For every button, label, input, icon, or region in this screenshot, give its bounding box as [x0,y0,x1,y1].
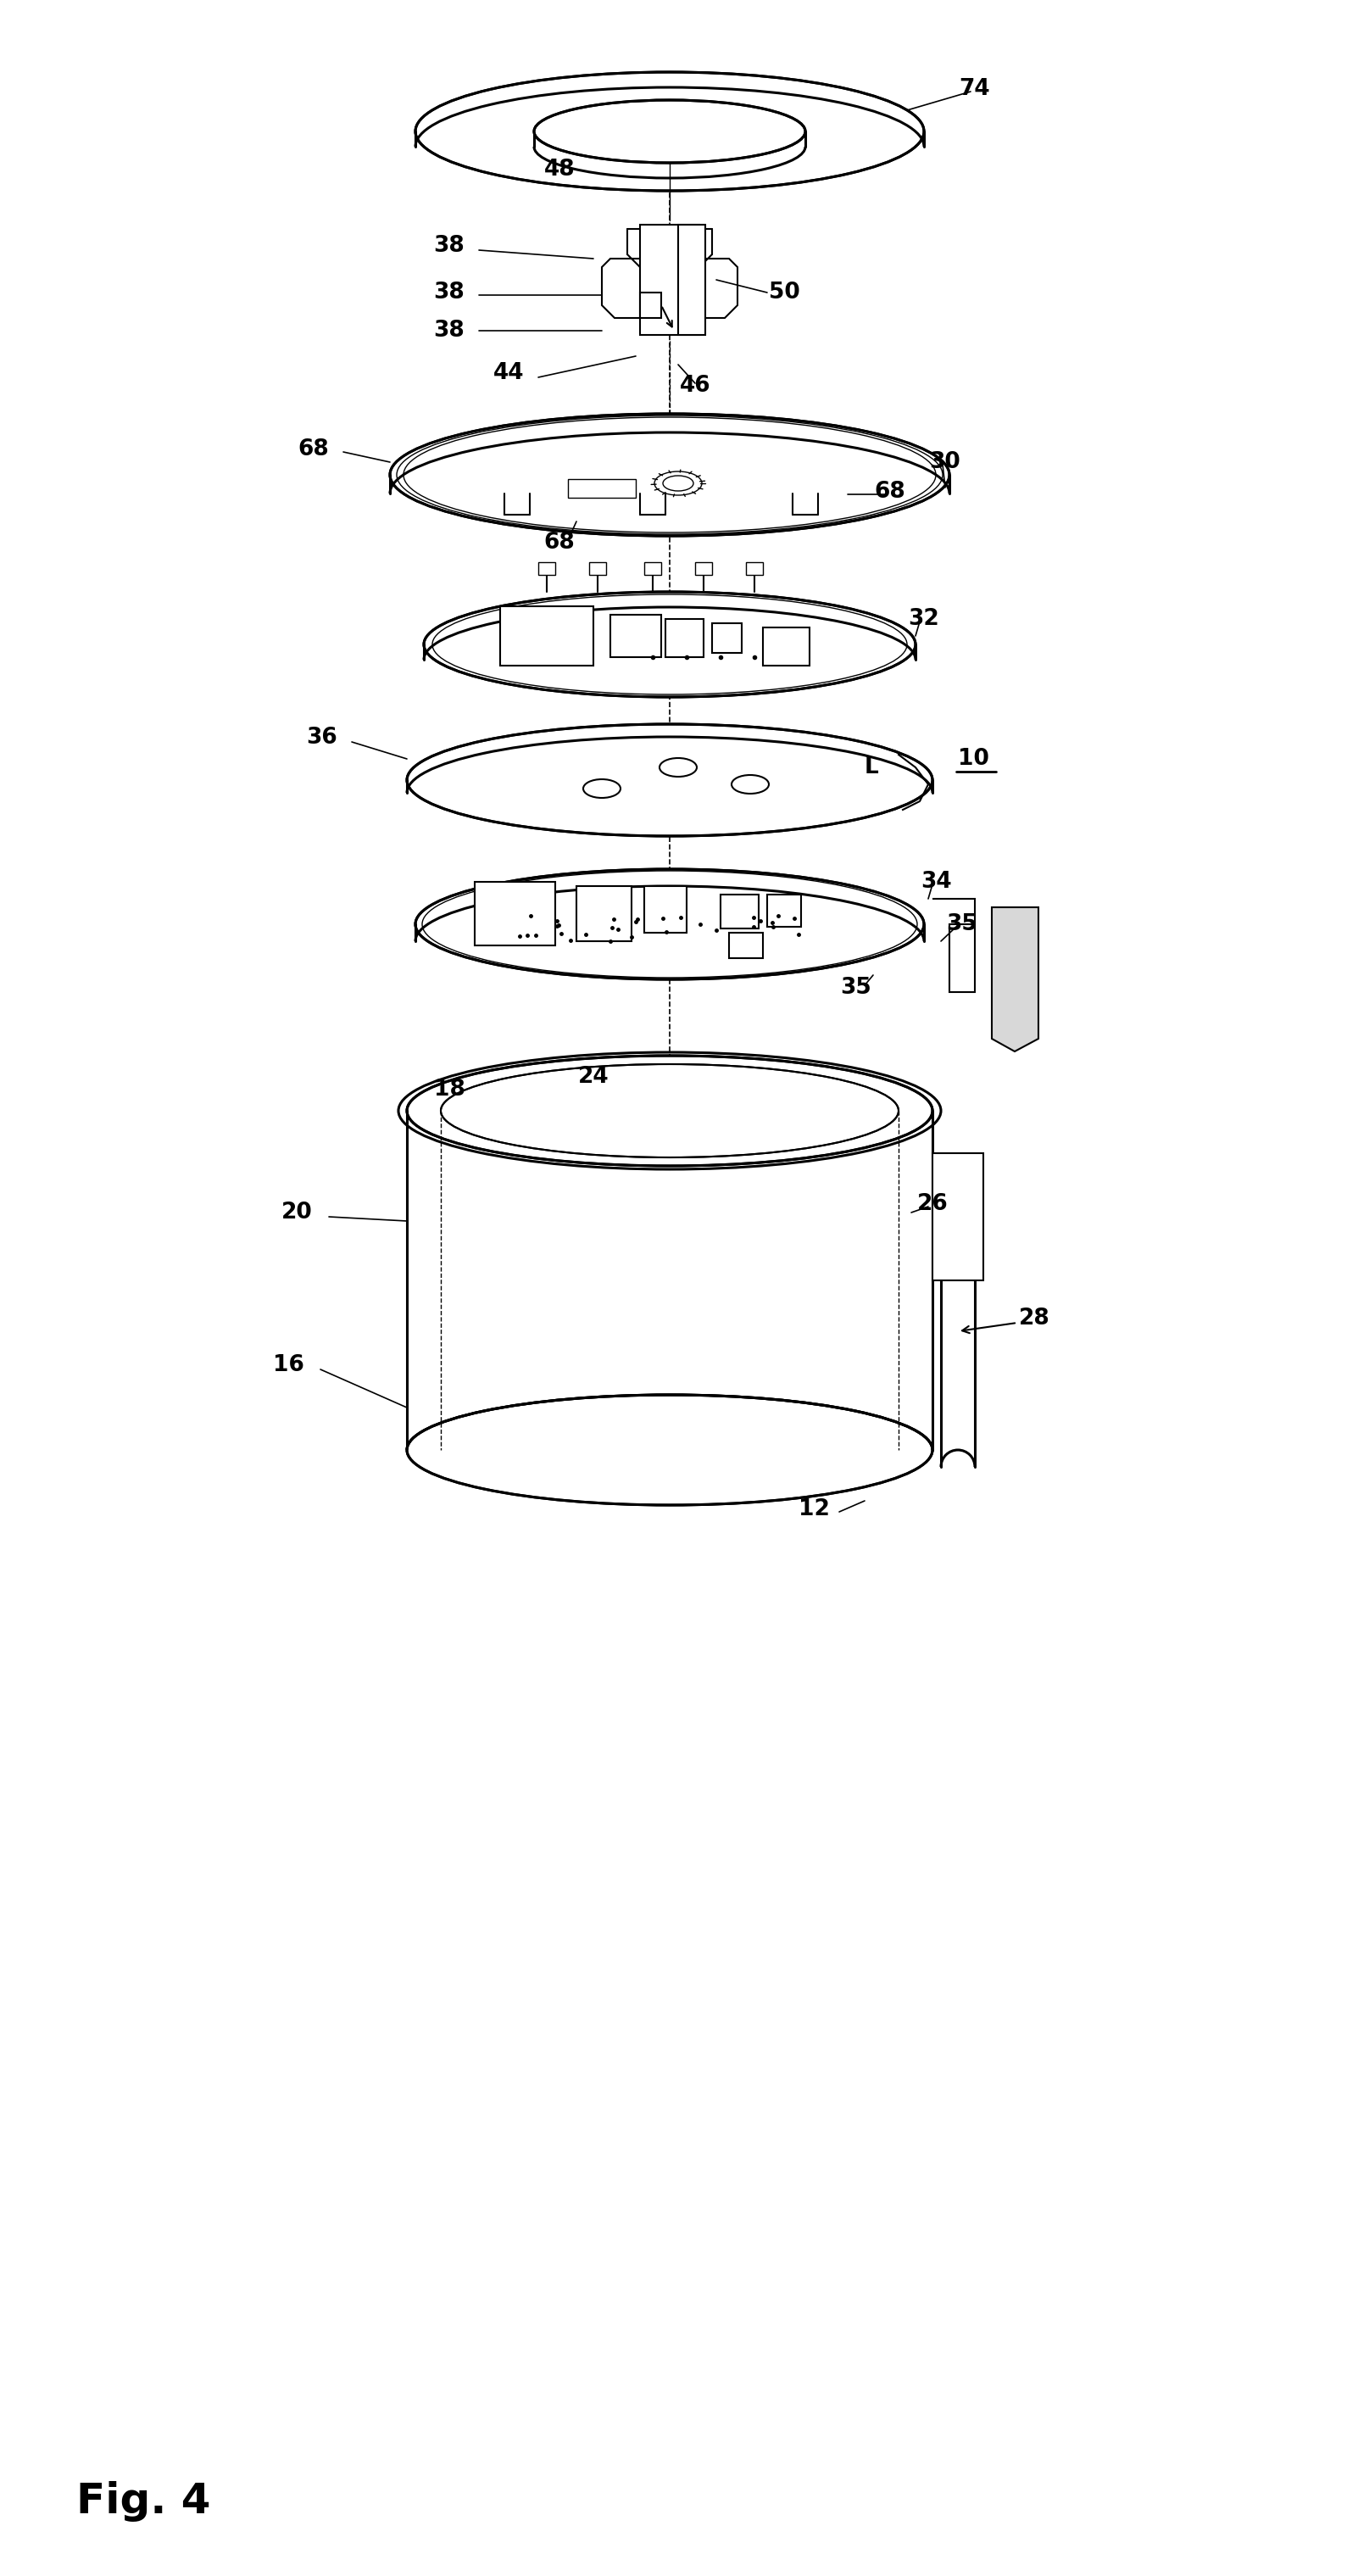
Ellipse shape [424,592,915,698]
FancyBboxPatch shape [933,1154,983,1280]
FancyBboxPatch shape [678,224,705,335]
FancyBboxPatch shape [712,623,741,652]
Text: 28: 28 [1018,1309,1050,1329]
Text: 36: 36 [307,726,338,750]
Text: 34: 34 [921,871,952,894]
Text: 20: 20 [281,1200,312,1224]
FancyBboxPatch shape [538,562,555,574]
FancyBboxPatch shape [644,886,687,933]
FancyBboxPatch shape [568,479,636,497]
Ellipse shape [407,1056,933,1167]
Text: 50: 50 [769,281,800,304]
Ellipse shape [416,72,923,191]
Ellipse shape [398,1051,941,1170]
FancyBboxPatch shape [721,894,759,927]
Text: 38: 38 [433,234,464,258]
Text: 16: 16 [273,1355,304,1376]
FancyBboxPatch shape [589,562,606,574]
Text: 68: 68 [297,438,329,461]
FancyBboxPatch shape [475,881,555,945]
Text: 24: 24 [579,1066,608,1087]
Text: 48: 48 [545,160,574,180]
Text: 30: 30 [930,451,960,474]
Ellipse shape [441,1064,899,1157]
FancyBboxPatch shape [500,605,593,665]
Text: 38: 38 [433,319,464,343]
Ellipse shape [390,415,949,536]
Text: 38: 38 [433,281,464,304]
FancyBboxPatch shape [665,618,703,657]
FancyBboxPatch shape [640,224,699,335]
FancyBboxPatch shape [644,562,661,574]
FancyBboxPatch shape [746,562,763,574]
Text: 32: 32 [909,608,940,631]
Text: 26: 26 [917,1193,948,1216]
FancyBboxPatch shape [695,562,712,574]
Ellipse shape [416,868,923,979]
Text: 68: 68 [545,531,574,554]
Text: 10: 10 [957,747,989,770]
FancyBboxPatch shape [576,886,631,940]
FancyBboxPatch shape [729,933,763,958]
Text: 35: 35 [947,914,978,935]
Ellipse shape [407,1394,933,1504]
Text: 68: 68 [875,482,906,502]
Ellipse shape [534,100,805,162]
FancyBboxPatch shape [640,294,661,317]
Polygon shape [991,907,1039,1051]
Text: 46: 46 [679,374,710,397]
Text: 18: 18 [433,1079,464,1100]
FancyBboxPatch shape [767,894,801,927]
Text: 74: 74 [959,77,990,100]
Text: L: L [865,757,879,778]
Text: 44: 44 [493,363,524,384]
FancyBboxPatch shape [610,616,661,657]
Text: 12: 12 [799,1499,830,1520]
FancyBboxPatch shape [763,629,809,665]
Text: Fig. 4: Fig. 4 [76,2481,210,2522]
Ellipse shape [407,724,933,837]
Text: 35: 35 [841,976,872,999]
